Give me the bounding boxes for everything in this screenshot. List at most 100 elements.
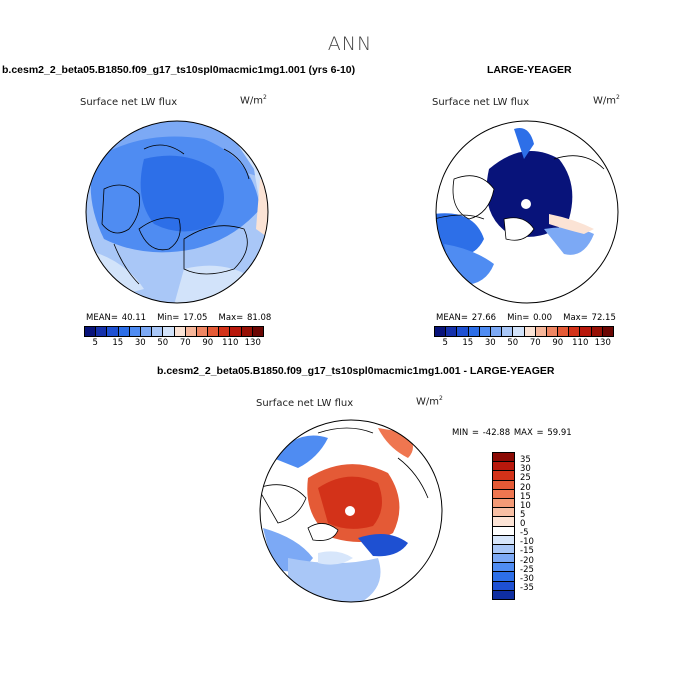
colorbar-swatch: [107, 327, 119, 336]
colorbar-tick-label: 15: [520, 491, 531, 502]
diff-colorbar-swatches: [492, 452, 515, 600]
colorbar-tick-label: 35: [520, 455, 531, 466]
panel1-units: W/m2: [240, 94, 267, 107]
colorbar-swatch: [493, 590, 514, 599]
panel1-colorbar: 5 15 30 50 70 90 110 130: [84, 326, 264, 349]
colorbar-tick-label: 20: [520, 482, 531, 493]
colorbar-swatch: [493, 453, 514, 463]
panel1-colorbar-labels: 5 15 30 50 70 90 110 130: [84, 337, 264, 349]
panel1-variable-title: Surface net LW flux: [80, 97, 178, 108]
colorbar-swatch: [546, 327, 559, 336]
colorbar-tick-label: 30: [134, 338, 146, 348]
colorbar-swatch: [174, 327, 186, 336]
colorbar-swatch: [435, 327, 447, 336]
colorbar-swatch: [493, 563, 514, 573]
diff-colorbar-labels: 35 30 25 20 15 10 5 0 -5 -10 -15 -20 -25 -30 -35: [520, 452, 560, 598]
colorbar-swatch: [524, 327, 536, 336]
colorbar-swatch: [493, 489, 514, 499]
colorbar-swatch: [493, 480, 514, 490]
colorbar-swatch: [513, 327, 525, 336]
colorbar-swatch: [493, 498, 514, 509]
right-case-header: LARGE-YEAGER: [487, 64, 572, 76]
colorbar-swatch: [558, 327, 570, 336]
colorbar-swatch: [208, 327, 220, 336]
diff-minmax: MIN = -42.88 MAX = 59.91: [452, 428, 572, 438]
colorbar-tick-label: -25: [520, 564, 534, 575]
colorbar-tick-label: 130: [244, 338, 261, 348]
colorbar-tick-label: 5: [442, 338, 448, 348]
colorbar-tick-label: 70: [179, 338, 191, 348]
colorbar-swatch: [219, 327, 231, 336]
left-case-header: b.cesm2_2_beta05.B1850.f09_g17_ts10spl0m…: [2, 64, 356, 76]
diff-case-header: b.cesm2_2_beta05.B1850.f09_g17_ts10spl0m…: [157, 365, 555, 377]
panel2-colorbar: 5 15 30 50 70 90 110 130: [434, 326, 614, 349]
colorbar-swatch: [493, 535, 514, 545]
colorbar-tick-label: 110: [222, 338, 239, 348]
figure-title: ANN: [327, 33, 373, 55]
colorbar-swatch: [446, 327, 458, 336]
colorbar-swatch: [493, 517, 514, 527]
colorbar-swatch: [230, 327, 242, 336]
panel2-variable-title: Surface net LW flux: [432, 97, 530, 108]
panel2-colorbar-swatches: [434, 326, 614, 337]
colorbar-tick-label: 70: [529, 338, 541, 348]
colorbar-swatch: [140, 327, 153, 336]
colorbar-swatch: [490, 327, 503, 336]
colorbar-tick-label: -30: [520, 573, 534, 584]
colorbar-tick-label: 30: [484, 338, 496, 348]
colorbar-swatch: [85, 327, 97, 336]
colorbar-tick-label: 50: [507, 338, 519, 348]
panel1-stats: MEAN= 40.11 Min= 17.05 Max= 81.08: [86, 313, 272, 323]
colorbar-swatch: [241, 327, 253, 336]
colorbar-swatch: [502, 327, 514, 336]
colorbar-swatch: [569, 327, 581, 336]
colorbar-swatch: [163, 327, 175, 336]
panel1-polar-map: [85, 120, 269, 304]
colorbar-tick-label: 0: [520, 519, 526, 529]
panel2-polar-map: [435, 120, 619, 304]
colorbar-swatch: [129, 327, 141, 336]
colorbar-tick-label: 5: [520, 509, 526, 520]
colorbar-swatch: [118, 327, 130, 336]
panel2-colorbar-labels: 5 15 30 50 70 90 110 130: [434, 337, 614, 349]
colorbar-tick-label: 10: [520, 500, 531, 511]
colorbar-tick-label: 15: [462, 338, 474, 348]
colorbar-swatch: [493, 526, 514, 536]
colorbar-swatch: [493, 581, 514, 591]
colorbar-swatch: [185, 327, 197, 336]
colorbar-swatch: [252, 327, 263, 336]
colorbar-tick-label: 130: [594, 338, 611, 348]
panel2-stats: MEAN= 27.66 Min= 0.00 Max= 72.15: [436, 313, 616, 323]
colorbar-tick-label: -5: [520, 528, 529, 539]
panel1-colorbar-swatches: [84, 326, 264, 337]
colorbar-tick-label: 110: [572, 338, 589, 348]
colorbar-swatch: [479, 327, 491, 336]
diff-variable-title: Surface net LW flux: [256, 398, 354, 409]
colorbar-swatch: [591, 327, 603, 336]
colorbar-swatch: [457, 327, 469, 336]
colorbar-swatch: [196, 327, 209, 336]
colorbar-tick-label: 30: [520, 464, 531, 475]
colorbar-swatch: [602, 327, 613, 336]
colorbar-swatch: [493, 554, 514, 564]
colorbar-swatch: [493, 462, 514, 472]
colorbar-swatch: [535, 327, 547, 336]
colorbar-tick-label: 90: [202, 338, 214, 348]
colorbar-tick-label: 5: [92, 338, 98, 348]
colorbar-swatch: [580, 327, 592, 336]
colorbar-tick-label: -15: [520, 546, 534, 557]
colorbar-tick-label: -10: [520, 537, 534, 548]
colorbar-swatch: [96, 327, 108, 336]
colorbar-swatch: [493, 471, 514, 481]
colorbar-swatch: [493, 544, 514, 555]
panel2-units: W/m2: [593, 94, 620, 107]
colorbar-tick-label: 25: [520, 473, 531, 484]
colorbar-tick-label: -20: [520, 555, 534, 566]
diff-units: W/m2: [416, 395, 443, 408]
colorbar-tick-label: 90: [552, 338, 564, 348]
colorbar-swatch: [468, 327, 480, 336]
colorbar-swatch: [493, 572, 514, 582]
colorbar-tick-label: 50: [157, 338, 169, 348]
colorbar-tick-label: -35: [520, 582, 534, 593]
colorbar-swatch: [493, 508, 514, 518]
